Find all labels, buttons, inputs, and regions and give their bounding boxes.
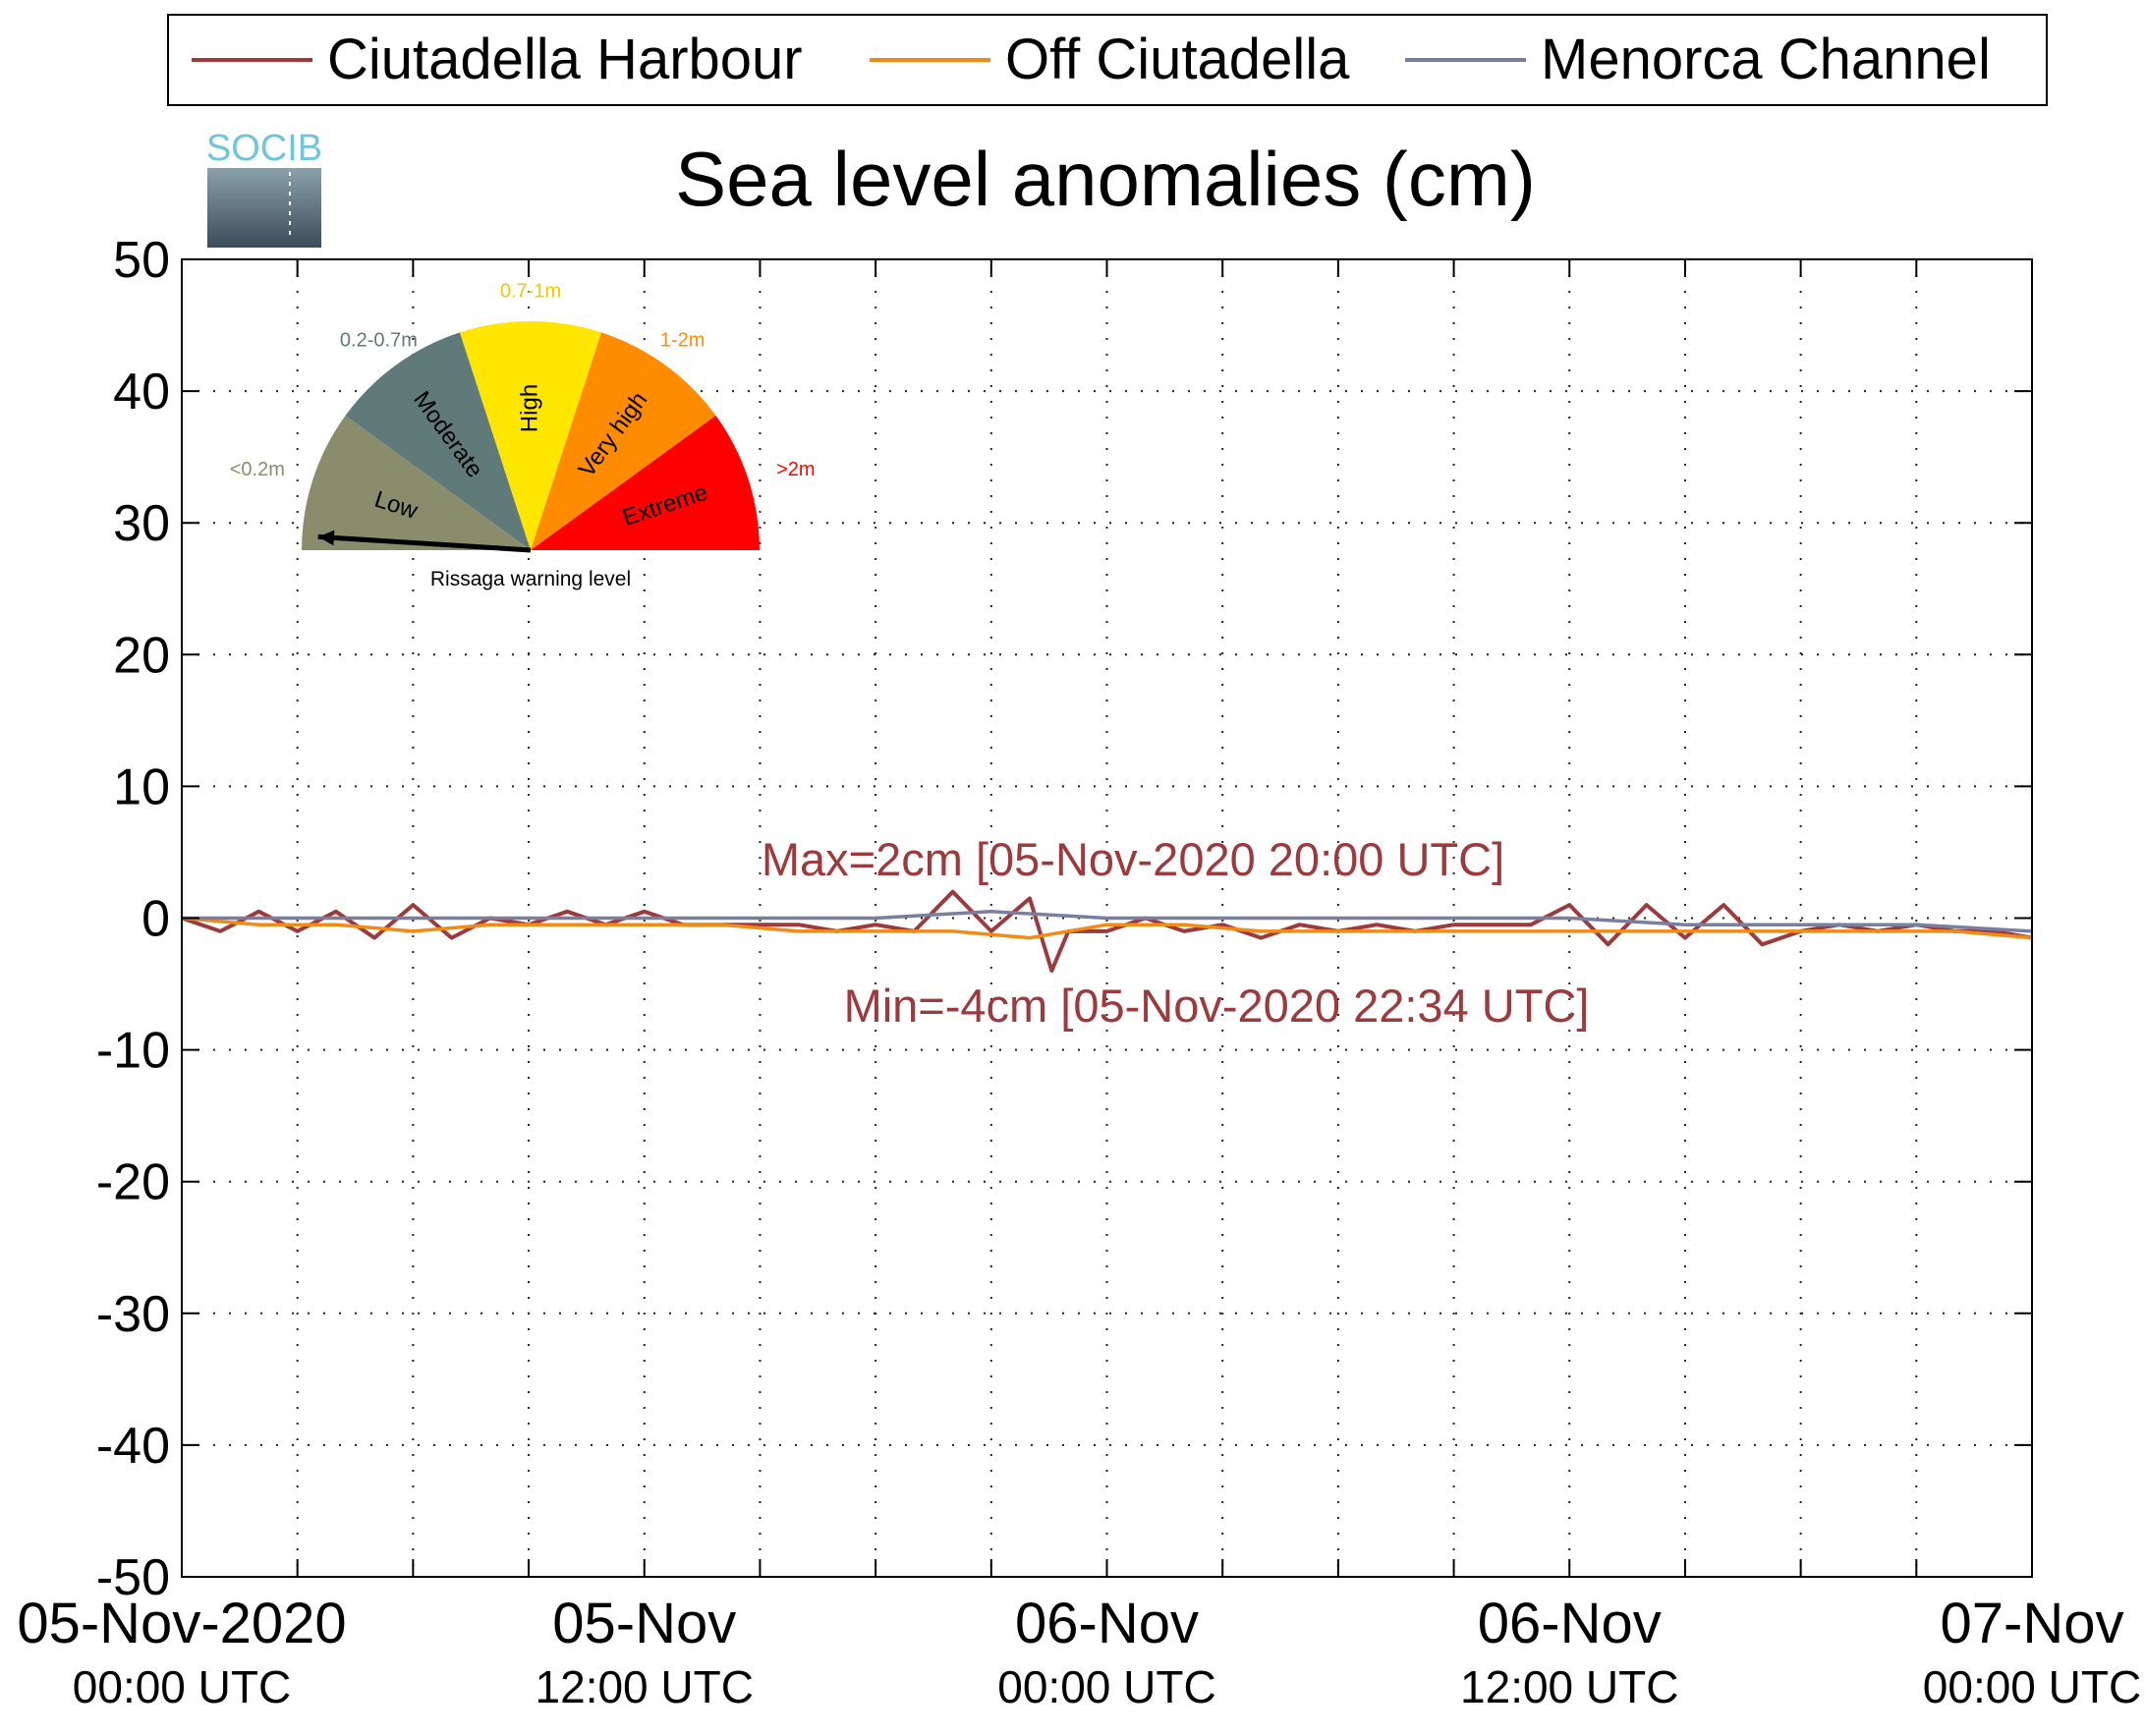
socib-logo: SOCIB xyxy=(206,128,322,248)
y-tick-label: 0 xyxy=(141,891,170,948)
x-tick-label-time: 00:00 UTC xyxy=(73,1661,291,1712)
x-tick-label-time: 12:00 UTC xyxy=(536,1661,754,1712)
y-tick-label: -20 xyxy=(96,1154,170,1211)
max-annotation: Max=2cm [05-Nov-2020 20:00 UTC] xyxy=(762,833,1504,885)
gauge-segment-very-high xyxy=(531,332,716,550)
y-tick-label: 20 xyxy=(113,627,170,684)
gauge-range-label: 1-2m xyxy=(660,329,706,351)
legend-label-menorca-channel: Menorca Channel xyxy=(1541,28,1991,91)
y-tick-label: -40 xyxy=(96,1418,170,1475)
min-annotation: Min=-4cm [05-Nov-2020 22:34 UTC] xyxy=(844,980,1590,1032)
x-tick-label-date: 05-Nov xyxy=(552,1592,736,1655)
y-tick-label: -10 xyxy=(96,1023,170,1080)
gauge-range-label: 0.7-1m xyxy=(500,280,561,302)
plot-series xyxy=(181,889,2033,974)
y-tick-label: -30 xyxy=(96,1286,170,1343)
gauge-caption: Rissaga warning level xyxy=(430,568,631,590)
x-tick-label-date: 05-Nov-2020 xyxy=(17,1592,346,1655)
gauge-segment-high xyxy=(460,320,601,550)
series-line-menorca-channel xyxy=(182,910,2033,933)
x-tick-label-time: 00:00 UTC xyxy=(997,1661,1215,1712)
y-tick-label: 50 xyxy=(113,232,170,289)
x-tick-label-date: 07-Nov xyxy=(1941,1592,2124,1655)
series-line-off-ciutadella xyxy=(181,916,2033,940)
x-axis-tick-labels: 05-Nov-2020 00:00 UTC 05-Nov 12:00 UTC 06-No… xyxy=(17,1592,2141,1712)
gauge-range-label: >2m xyxy=(776,459,815,480)
gauge-needle xyxy=(317,533,532,553)
x-tick-label-date: 06-Nov xyxy=(1478,1592,1662,1655)
legend-label-ciutadella-harbour: Ciutadella Harbour xyxy=(327,28,803,91)
x-tick-label-date: 06-Nov xyxy=(1015,1592,1199,1655)
y-tick-label: 10 xyxy=(113,758,170,815)
plot-frame xyxy=(181,258,2033,1578)
plot-axes xyxy=(181,258,2033,1578)
x-tick-label-time: 00:00 UTC xyxy=(1923,1661,2141,1712)
gauge-needle-head xyxy=(317,530,335,546)
gauge-range-label: 0.2-0.7m xyxy=(340,329,418,351)
chart-title: Sea level anomalies (cm) xyxy=(675,136,1536,222)
plot-grid xyxy=(182,259,2032,1577)
x-tick-label-time: 12:00 UTC xyxy=(1460,1661,1678,1712)
chart-legend: Ciutadella Harbour Off Ciutadella Menorc… xyxy=(167,14,2048,106)
y-axis-tick-labels: 50 40 30 20 10 0 -10 -20 -30 -40 -50 xyxy=(96,232,170,1606)
gauge-level-label: High xyxy=(516,384,542,432)
gauge-segment-extreme xyxy=(531,416,761,550)
y-tick-label: -50 xyxy=(96,1549,170,1606)
socib-logo-text: SOCIB xyxy=(206,128,322,169)
y-tick-label: 30 xyxy=(113,495,170,552)
gauge-segment-low xyxy=(302,416,531,550)
gauge-segment-moderate xyxy=(345,332,531,550)
gauge-range-label: <0.2m xyxy=(230,459,285,480)
legend-label-off-ciutadella: Off Ciutadella xyxy=(1005,28,1350,91)
y-tick-label: 40 xyxy=(113,364,170,420)
